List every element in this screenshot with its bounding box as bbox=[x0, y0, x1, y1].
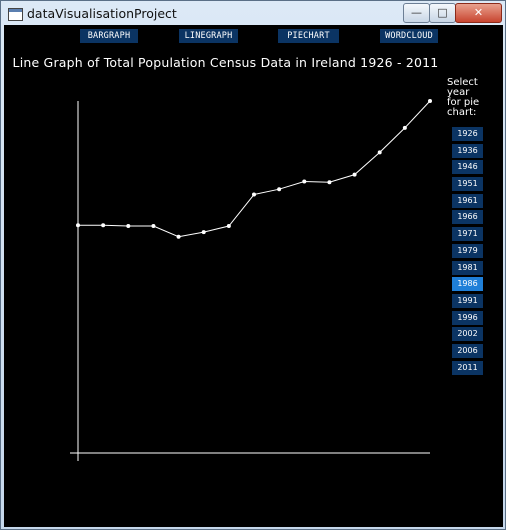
year-select-label-line: for pie bbox=[447, 97, 480, 108]
data-point-1926 bbox=[76, 223, 80, 228]
year-select-label-line: Select bbox=[447, 77, 478, 88]
data-point-1996 bbox=[352, 172, 357, 177]
year-button-1996[interactable]: 1996 bbox=[452, 310, 483, 325]
year-select-label: Select year for pie chart: bbox=[447, 78, 495, 118]
window-title: dataVisualisationProject bbox=[27, 6, 177, 21]
maximize-button[interactable]: □ bbox=[429, 3, 456, 23]
data-point-1936 bbox=[101, 223, 106, 228]
data-point-2006 bbox=[402, 125, 407, 130]
line-chart bbox=[70, 99, 432, 461]
data-point-1951 bbox=[151, 224, 156, 229]
year-button-1946[interactable]: 1946 bbox=[452, 160, 483, 175]
title-bar[interactable]: dataVisualisationProject — □ ✕ bbox=[1, 1, 505, 27]
year-select-label-line: year bbox=[447, 87, 470, 98]
piechart-button[interactable]: PIECHART bbox=[278, 29, 339, 43]
year-button-1979[interactable]: 1979 bbox=[452, 243, 483, 258]
linegraph-button[interactable]: LINEGRAPH bbox=[179, 29, 238, 43]
year-button-1981[interactable]: 1981 bbox=[452, 260, 483, 275]
year-select-label-line: chart: bbox=[447, 107, 477, 118]
data-point-2002 bbox=[377, 150, 382, 155]
year-button-2006[interactable]: 2006 bbox=[452, 343, 483, 358]
year-button-1991[interactable]: 1991 bbox=[452, 293, 483, 308]
year-button-2002[interactable]: 2002 bbox=[452, 327, 483, 342]
minimize-button[interactable]: — bbox=[403, 3, 430, 23]
year-button-1971[interactable]: 1971 bbox=[452, 227, 483, 242]
year-button-list: 1926 1936 1946 1951 1961 1966 1971 1979 1981 1986… bbox=[452, 127, 484, 377]
data-point-1986 bbox=[302, 179, 307, 184]
year-button-1951[interactable]: 1951 bbox=[452, 177, 483, 192]
data-point-1991 bbox=[327, 180, 332, 185]
year-button-1966[interactable]: 1966 bbox=[452, 210, 483, 225]
data-point-1981 bbox=[277, 187, 282, 192]
data-point-1966 bbox=[201, 230, 206, 235]
data-point-1979 bbox=[252, 192, 256, 197]
year-button-1936[interactable]: 1936 bbox=[452, 143, 483, 158]
year-button-1961[interactable]: 1961 bbox=[452, 193, 483, 208]
year-button-1986[interactable]: 1986 bbox=[452, 277, 483, 292]
data-point-1946 bbox=[126, 224, 131, 229]
wordcloud-button[interactable]: WORDCLOUD bbox=[380, 29, 438, 43]
year-button-2011[interactable]: 2011 bbox=[452, 360, 483, 375]
bargraph-button[interactable]: BARGRAPH bbox=[80, 29, 138, 43]
app-icon bbox=[8, 8, 23, 21]
year-button-1926[interactable]: 1926 bbox=[452, 127, 483, 141]
sketch-canvas: BARGRAPH LINEGRAPH PIECHART WORDCLOUD Li… bbox=[4, 25, 503, 527]
data-point-1971 bbox=[226, 224, 231, 229]
chart-title: Line Graph of Total Population Census Da… bbox=[12, 55, 439, 70]
population-line bbox=[78, 100, 431, 238]
data-point-1961 bbox=[176, 234, 181, 239]
data-point-2011 bbox=[428, 99, 432, 103]
close-button[interactable]: ✕ bbox=[455, 3, 502, 23]
